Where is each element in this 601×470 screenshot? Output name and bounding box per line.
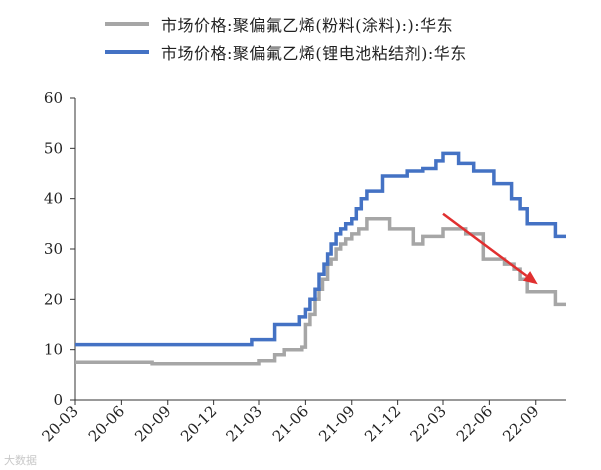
legend-swatch-battery [105, 50, 149, 54]
y-tick-label: 20 [44, 290, 63, 308]
legend-item-powder: 市场价格:聚偏氟乙烯(粉料(涂料):):华东 [105, 10, 467, 38]
x-tick-label: 20-06 [85, 402, 128, 445]
y-tick-label: 30 [44, 240, 63, 258]
x-tick-label: 21-09 [315, 402, 358, 445]
x-tick-label: 22-06 [453, 402, 496, 445]
legend-label-battery: 市场价格:聚偏氟乙烯(锂电池粘结剂):华东 [161, 44, 467, 63]
y-tick-label: 60 [44, 89, 63, 107]
x-tick-label: 22-03 [407, 402, 450, 445]
x-tick-label: 21-03 [223, 402, 266, 445]
x-tick-label: 21-06 [269, 402, 312, 445]
x-tick-label: 21-12 [361, 402, 404, 445]
series-line-powder [75, 217, 566, 366]
x-tick-label: 20-12 [177, 402, 220, 445]
legend-label-powder: 市场价格:聚偏氟乙烯(粉料(涂料):):华东 [161, 16, 454, 35]
watermark-text: 大数据 [4, 454, 37, 467]
y-tick-label: 10 [44, 341, 63, 359]
x-tick-label: 20-09 [131, 402, 174, 445]
trend-arrow-shaft [442, 212, 528, 277]
legend-swatch-powder [105, 22, 149, 26]
y-tick-label: 50 [44, 139, 63, 157]
series-line-battery [75, 151, 566, 347]
y-tick-label: 40 [44, 190, 63, 208]
legend-item-battery: 市场价格:聚偏氟乙烯(锂电池粘结剂):华东 [105, 38, 467, 66]
x-tick-label: 22-09 [499, 402, 542, 445]
legend: 市场价格:聚偏氟乙烯(粉料(涂料):):华东 市场价格:聚偏氟乙烯(锂电池粘结剂… [105, 10, 467, 66]
trend-arrow-head [522, 271, 538, 285]
y-tick-label: 0 [53, 391, 63, 409]
